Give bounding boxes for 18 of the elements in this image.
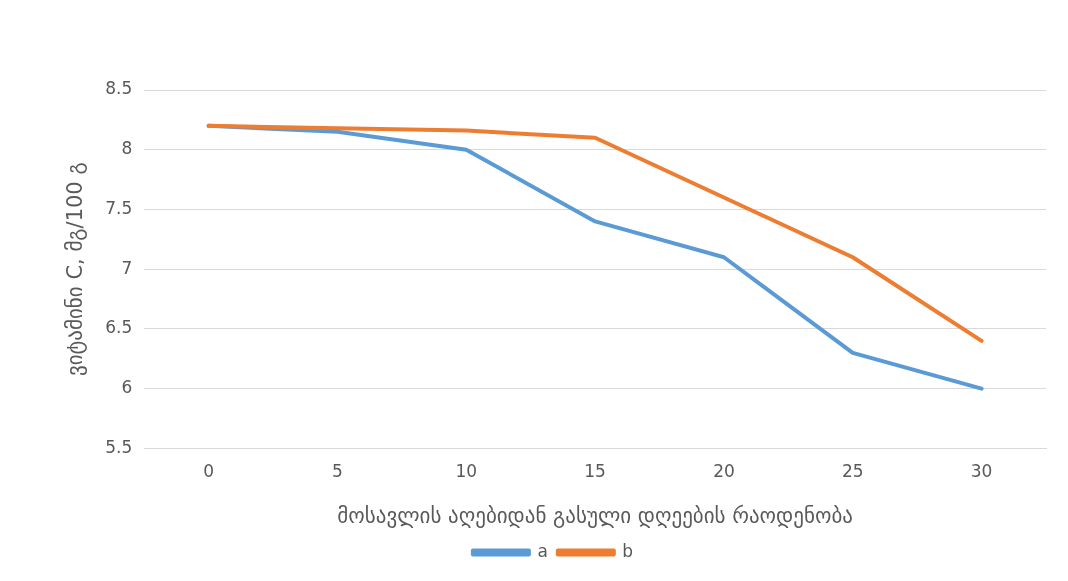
- y-tick-label: 6: [121, 377, 133, 398]
- x-tick-label: 5: [332, 461, 343, 482]
- y-tick-label: 8: [121, 138, 133, 159]
- x-tick-label: 20: [713, 461, 735, 482]
- legend-label: b: [622, 540, 634, 561]
- y-tick-label: 7: [121, 257, 133, 278]
- y-tick-label: 5.5: [105, 436, 133, 457]
- legend-label: a: [537, 540, 548, 561]
- y-tick-label: 8.5: [105, 78, 133, 99]
- y-tick-label: 7.5: [105, 197, 133, 218]
- x-tick-label: 25: [841, 461, 864, 482]
- x-tick-label: 15: [584, 461, 606, 482]
- x-tick-label: 30: [970, 461, 993, 482]
- x-tick-label: 0: [203, 461, 215, 482]
- x-axis-title: მოსავლის აღებიდან გასული დღეების რაოდენობა: [337, 503, 853, 528]
- y-axis-title: ვიტამინი C, მგ/100 გ: [63, 162, 88, 377]
- x-tick-label: 10: [455, 461, 478, 482]
- y-tick-label: 6.5: [105, 317, 133, 338]
